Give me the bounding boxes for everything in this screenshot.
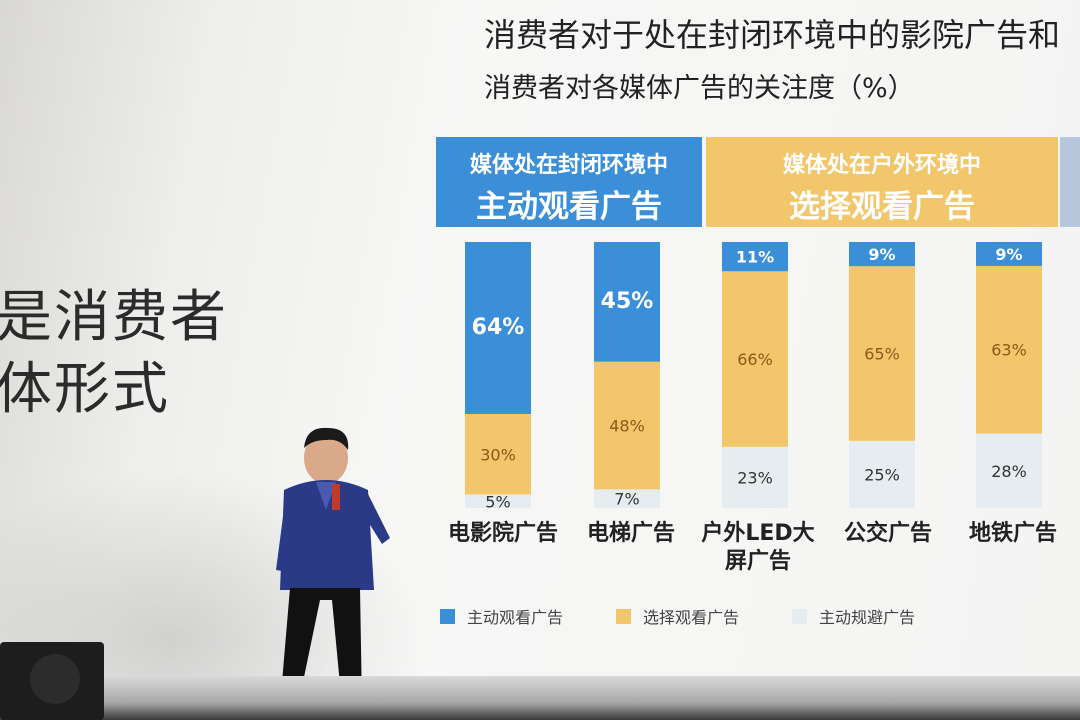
bar-label-0-2: 5% (485, 492, 510, 511)
legend-swatch-blue (440, 609, 455, 624)
stage-speaker (0, 642, 104, 720)
bar-label-3-2: 25% (864, 465, 900, 484)
bar-label-4-1: 63% (991, 341, 1027, 360)
bar-label-1-2: 7% (614, 490, 639, 509)
legend-item-active: 主动观看广告 (440, 604, 563, 628)
legend-item-avoid: 主动规避广告 (792, 604, 915, 628)
bar-label-1-1: 48% (609, 417, 645, 436)
legend-swatch-light (792, 609, 807, 624)
legend-item-selective: 选择观看广告 (616, 604, 739, 628)
bar-label-2-1: 66% (737, 350, 773, 369)
legend-label-avoid: 主动规避广告 (819, 604, 915, 628)
category-label-2: 户外LED大屏广告 (693, 520, 823, 576)
presenter-figure (270, 420, 400, 716)
category-label-3: 公交广告 (823, 520, 953, 548)
bar-label-2-0: 11% (736, 248, 774, 267)
legend-swatch-yellow (616, 609, 631, 624)
stage-floor (0, 676, 1080, 720)
bar-label-4-2: 28% (991, 462, 1027, 481)
legend-label-selective: 选择观看广告 (643, 604, 739, 628)
legend-label-active: 主动观看广告 (467, 604, 563, 628)
category-label-1: 电梯广告 (566, 520, 696, 548)
bar-label-2-2: 23% (737, 468, 773, 487)
bar-label-4-0: 9% (995, 245, 1022, 264)
category-label-0: 电影院广告 (438, 520, 568, 548)
bar-label-0-1: 30% (480, 445, 516, 464)
bar-label-3-0: 9% (868, 245, 895, 264)
category-label-4: 地铁广告 (948, 520, 1078, 548)
bar-label-3-1: 65% (864, 345, 900, 364)
bar-label-1-0: 45% (601, 289, 654, 314)
bar-label-0-0: 64% (472, 315, 525, 340)
